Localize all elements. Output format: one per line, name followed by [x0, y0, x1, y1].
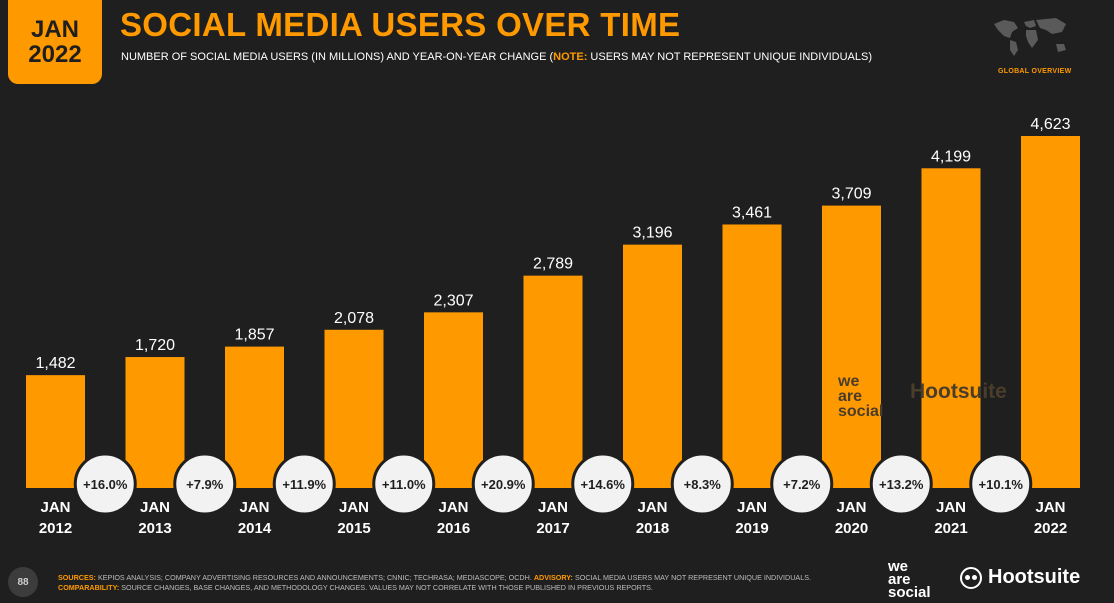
yoy-change-label: +11.9%	[282, 477, 326, 492]
section-label: GLOBAL OVERVIEW	[998, 68, 1072, 75]
yoy-bubble	[770, 452, 834, 516]
x-tick-label-month: JAN	[40, 499, 70, 516]
x-tick-label-month: JAN	[140, 499, 170, 516]
hootsuite-watermark: Hootsuite	[910, 380, 1007, 403]
x-tick-label-year: 2019	[735, 520, 768, 537]
x-tick-label-year: 2014	[238, 520, 272, 537]
hootsuite-logo: Hootsuite	[960, 566, 1080, 589]
yoy-change-label: +20.9%	[481, 477, 526, 492]
bar	[623, 244, 682, 488]
bar-value-label: 4,199	[931, 148, 971, 165]
badge-month: JAN	[30, 15, 79, 43]
bar-value-label: 1,720	[135, 337, 175, 354]
subtitle-main: NUMBER OF SOCIAL MEDIA USERS (IN MILLION…	[121, 51, 554, 63]
yoy-bubble	[173, 452, 237, 516]
sources-note: SOURCES: KEPIOS ANALYSIS; COMPANY ADVERT…	[58, 573, 811, 592]
bar	[921, 168, 981, 488]
bar	[822, 205, 881, 489]
chart-title: SOCIAL MEDIA USERS OVER TIME	[120, 6, 681, 43]
yoy-bubble	[372, 452, 436, 516]
yoy-bubble	[869, 452, 933, 516]
badge-year: 2022	[28, 41, 82, 68]
bar	[523, 275, 583, 488]
bar	[125, 357, 185, 488]
yoy-bubble	[670, 452, 734, 516]
bar-value-label: 2,078	[334, 310, 374, 327]
x-tick-label-month: JAN	[836, 499, 866, 516]
bar-value-label: 3,196	[632, 225, 672, 242]
yoy-change-label: +16.0%	[83, 477, 128, 492]
bar-value-label: 3,709	[831, 186, 871, 203]
bar	[324, 329, 384, 488]
subtitle-note: USERS MAY NOT REPRESENT UNIQUE INDIVIDUA…	[587, 51, 873, 63]
we-are-social-watermark: we are social	[838, 373, 884, 421]
x-tick-label-year: 2018	[636, 520, 669, 537]
yoy-change-label: +7.2%	[783, 477, 821, 492]
value-labels-group: 1,482 1,720 1,857 2,078 2,307 2,789 3,196 3,461…	[35, 116, 1070, 372]
yoy-change-label: +8.3%	[684, 477, 722, 492]
bars-group	[26, 136, 1080, 489]
world-map-icon	[994, 18, 1066, 56]
x-tick-label-month: JAN	[438, 499, 468, 516]
subtitle-note-label: NOTE:	[553, 51, 588, 63]
x-tick-label-year: 2012	[39, 520, 72, 537]
yoy-bubble	[571, 452, 635, 516]
bar	[1021, 136, 1080, 488]
yoy-change-label: +13.2%	[879, 477, 924, 492]
bar-value-label: 4,623	[1030, 116, 1070, 133]
bar-value-label: 2,789	[533, 256, 573, 273]
x-tick-label-year: 2021	[934, 520, 967, 537]
we-are-social-logo: we are social	[888, 558, 931, 601]
x-labels-group: JAN 2012 JAN 2013 JAN 2014 JAN 2015 JAN 2016 JAN 20…	[39, 499, 1067, 537]
yoy-bubble	[969, 452, 1033, 516]
page-number: 88	[8, 567, 38, 597]
x-tick-label-year: 2013	[138, 520, 171, 537]
bar-value-label: 1,857	[234, 327, 274, 344]
yoy-change-label: +10.1%	[979, 477, 1024, 492]
x-tick-label-year: 2015	[337, 520, 370, 537]
yoy-bubble	[73, 452, 137, 516]
bar-value-label: 3,461	[732, 204, 772, 221]
bar	[225, 346, 284, 488]
x-tick-label-month: JAN	[936, 499, 966, 516]
date-badge: JAN 2022	[8, 0, 102, 84]
x-tick-label-month: JAN	[1035, 499, 1065, 516]
bar	[26, 375, 85, 488]
x-tick-label-year: 2016	[437, 520, 470, 537]
yoy-bubble	[471, 452, 535, 516]
yoy-bubbles-group: +16.0% +7.9% +11.9% +11.0% +20.9% +14.6% +8.3%…	[73, 452, 1033, 516]
yoy-change-label: +7.9%	[186, 477, 224, 492]
x-tick-label-month: JAN	[637, 499, 667, 516]
x-tick-label-year: 2020	[835, 520, 868, 537]
x-tick-label-month: JAN	[538, 499, 568, 516]
x-tick-label-month: JAN	[239, 499, 269, 516]
yoy-change-label: +14.6%	[581, 477, 626, 492]
owl-icon	[960, 566, 982, 589]
x-tick-label-year: 2017	[536, 520, 569, 537]
x-tick-label-month: JAN	[737, 499, 767, 516]
chart-subtitle: NUMBER OF SOCIAL MEDIA USERS (IN MILLION…	[121, 51, 872, 63]
x-tick-label-month: JAN	[339, 499, 369, 516]
bar	[722, 224, 782, 488]
bar-value-label: 1,482	[35, 355, 75, 372]
x-tick-label-year: 2022	[1034, 520, 1067, 537]
yoy-change-label: +11.0%	[382, 477, 426, 492]
bar-value-label: 2,307	[433, 292, 473, 309]
bar	[424, 312, 483, 488]
yoy-bubble	[272, 452, 336, 516]
